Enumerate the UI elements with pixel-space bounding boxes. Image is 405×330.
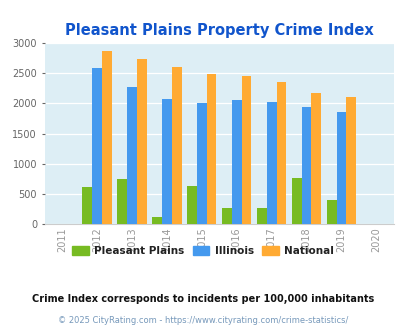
Legend: Pleasant Plains, Illinois, National: Pleasant Plains, Illinois, National [68, 242, 337, 260]
Bar [276, 82, 286, 224]
Bar [206, 74, 216, 224]
Bar [345, 97, 355, 224]
Bar [171, 67, 181, 224]
Title: Pleasant Plains Property Crime Index: Pleasant Plains Property Crime Index [65, 22, 373, 38]
Bar [136, 59, 146, 224]
Text: Crime Index corresponds to incidents per 100,000 inhabitants: Crime Index corresponds to incidents per… [32, 294, 373, 304]
Bar [196, 103, 206, 224]
Bar [127, 87, 136, 224]
Bar [102, 51, 111, 224]
Bar [311, 92, 320, 224]
Bar [326, 200, 336, 224]
Bar [222, 208, 231, 224]
Bar [152, 216, 162, 224]
Bar [291, 179, 301, 224]
Bar [231, 100, 241, 224]
Bar [266, 102, 276, 224]
Bar [92, 68, 102, 224]
Bar [241, 76, 251, 224]
Bar [162, 99, 171, 224]
Text: © 2025 CityRating.com - https://www.cityrating.com/crime-statistics/: © 2025 CityRating.com - https://www.city… [58, 316, 347, 325]
Bar [301, 107, 311, 224]
Bar [117, 179, 127, 224]
Bar [256, 208, 266, 224]
Bar [82, 186, 92, 224]
Bar [336, 113, 345, 224]
Bar [187, 186, 196, 224]
